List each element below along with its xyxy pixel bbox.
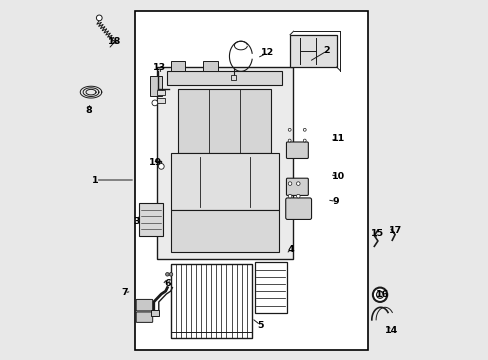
Bar: [167, 71, 282, 85]
Circle shape: [296, 182, 300, 185]
Bar: [139, 203, 163, 235]
Text: 17: 17: [387, 226, 401, 235]
Circle shape: [96, 15, 102, 21]
Circle shape: [169, 273, 172, 276]
Text: 2: 2: [323, 46, 329, 55]
FancyBboxPatch shape: [286, 142, 308, 158]
Circle shape: [158, 163, 164, 169]
Bar: [151, 310, 159, 316]
Bar: [171, 153, 278, 211]
Bar: [289, 35, 336, 67]
FancyBboxPatch shape: [136, 300, 152, 311]
Text: 11: 11: [331, 134, 345, 143]
Circle shape: [287, 182, 291, 185]
Text: 3: 3: [133, 217, 140, 226]
Bar: [171, 60, 185, 71]
Bar: [171, 211, 278, 252]
Text: 1: 1: [92, 176, 99, 185]
FancyBboxPatch shape: [286, 178, 308, 195]
Circle shape: [296, 194, 300, 198]
Bar: [150, 76, 162, 96]
FancyBboxPatch shape: [136, 312, 152, 322]
Circle shape: [165, 273, 169, 276]
Text: 19: 19: [149, 158, 162, 167]
Circle shape: [372, 288, 386, 302]
Bar: [230, 75, 236, 80]
Circle shape: [287, 139, 290, 142]
Text: 12: 12: [261, 48, 274, 57]
Circle shape: [287, 129, 290, 131]
Text: 16: 16: [375, 290, 388, 299]
Bar: [156, 98, 164, 103]
Text: 8: 8: [85, 105, 92, 114]
Bar: [171, 264, 251, 338]
Text: 14: 14: [384, 326, 397, 335]
Text: 5: 5: [257, 321, 264, 330]
Circle shape: [303, 139, 305, 142]
Text: 13: 13: [153, 63, 166, 72]
Text: 18: 18: [108, 37, 121, 46]
Text: 10: 10: [331, 172, 345, 181]
Circle shape: [376, 291, 383, 298]
Bar: [156, 90, 164, 95]
Bar: [203, 60, 217, 71]
Circle shape: [152, 100, 158, 106]
Bar: [135, 12, 367, 350]
Bar: [254, 262, 286, 313]
Text: 6: 6: [164, 279, 170, 288]
Circle shape: [303, 129, 305, 131]
Text: 9: 9: [332, 197, 339, 206]
Bar: [178, 89, 271, 153]
Text: 4: 4: [287, 246, 294, 255]
Text: 7: 7: [121, 288, 127, 297]
Circle shape: [287, 194, 291, 198]
FancyBboxPatch shape: [285, 198, 311, 220]
Text: 15: 15: [370, 229, 383, 238]
Bar: [156, 67, 292, 259]
